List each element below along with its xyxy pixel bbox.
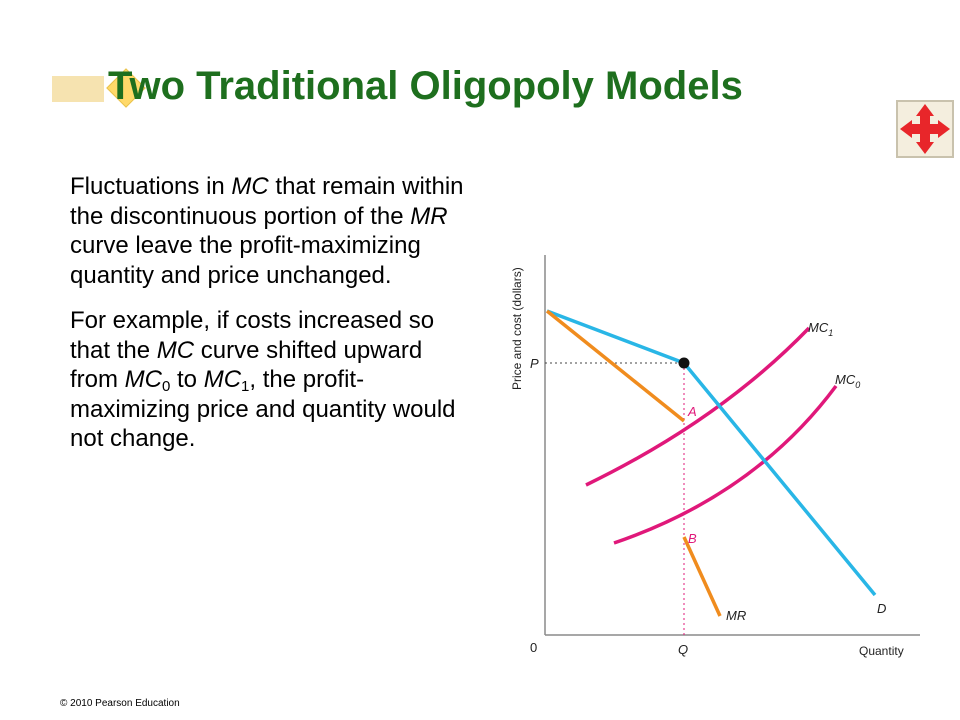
point-b-label: B bbox=[688, 531, 697, 546]
navigation-button[interactable] bbox=[896, 100, 954, 158]
mc1-label-sub: 1 bbox=[828, 328, 833, 338]
paragraph-1: Fluctuations in MC that remain within th… bbox=[70, 172, 470, 290]
p2-mc: MC bbox=[156, 336, 195, 364]
mc0-label-main: MC bbox=[835, 372, 856, 387]
p2-text-3: to bbox=[170, 366, 204, 393]
title-bar: Two Traditional Oligopoly Models bbox=[48, 58, 808, 128]
p2-mc1-sub: 1 bbox=[241, 378, 250, 395]
y-axis-label: Price and cost (dollars) bbox=[510, 267, 524, 390]
mc1-curve bbox=[585, 326, 811, 487]
p2-mc0-sub: 0 bbox=[162, 378, 171, 395]
copyright-footer: © 2010 Pearson Education bbox=[60, 698, 180, 709]
paragraph-2: For example, if costs increased so that … bbox=[70, 306, 470, 454]
price-label: P bbox=[530, 356, 539, 371]
title-accent-bar bbox=[52, 76, 104, 102]
demand-label: D bbox=[877, 601, 886, 616]
point-a-label: A bbox=[687, 404, 697, 419]
p2-mc1: MC bbox=[203, 366, 242, 393]
mr-upper-segment bbox=[545, 309, 686, 423]
p1-text-2: that remain within the discontinuous por… bbox=[70, 173, 464, 230]
mr-lower-segment bbox=[682, 536, 722, 617]
four-way-arrows-icon bbox=[900, 104, 950, 154]
p1-mr: MR bbox=[410, 202, 448, 230]
kinked-demand-diagram: Price and cost (dollars) Quantity 0 P Q … bbox=[510, 255, 920, 658]
mc1-label: MC1 bbox=[808, 320, 833, 338]
body-text: Fluctuations in MC that remain within th… bbox=[70, 172, 470, 470]
demand-curve bbox=[546, 309, 877, 597]
quantity-label: Q bbox=[678, 642, 688, 657]
p2-text-1: For example, if costs increased so that … bbox=[70, 307, 435, 364]
x-axis-label: Quantity bbox=[859, 644, 904, 658]
slide-title: Two Traditional Oligopoly Models bbox=[108, 64, 743, 108]
p1-mc: MC bbox=[231, 173, 269, 200]
mr-label: MR bbox=[726, 608, 746, 623]
mc0-curve bbox=[613, 384, 838, 545]
p1-text-3: curve leave the profit-maximizing quanti… bbox=[70, 232, 421, 289]
kink-point bbox=[678, 357, 690, 369]
mc0-label: MC0 bbox=[835, 372, 860, 390]
mc0-label-sub: 0 bbox=[855, 380, 860, 390]
p1-text-1: Fluctuations in bbox=[70, 173, 232, 200]
origin-label: 0 bbox=[530, 640, 537, 655]
mc1-label-main: MC bbox=[808, 320, 829, 335]
p2-mc0: MC bbox=[124, 366, 162, 393]
p2-text-2: curve shifted upward from bbox=[70, 336, 423, 394]
p2-text-4: , the profit-maximizing price and quanti… bbox=[70, 366, 456, 452]
